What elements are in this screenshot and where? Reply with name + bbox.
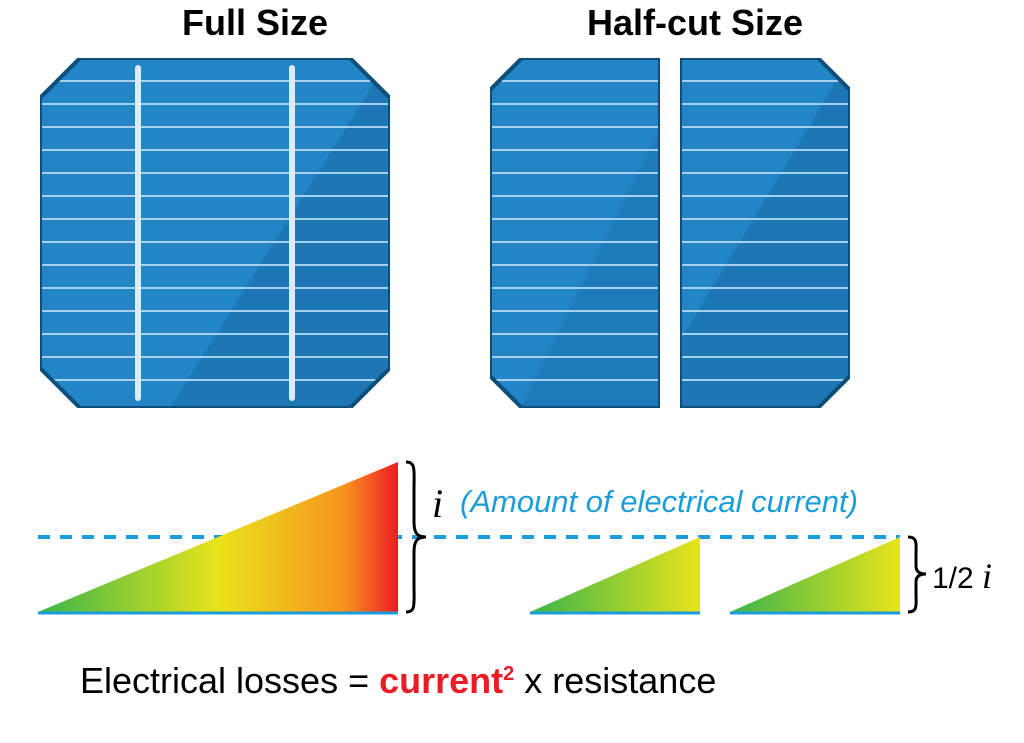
label-i-half: 1/2 i	[932, 555, 992, 597]
annotation-current: (Amount of electrical current)	[460, 484, 858, 520]
current-diagram	[0, 0, 1024, 743]
brace-half-i	[908, 537, 926, 612]
half-current-triangle-2	[730, 537, 900, 612]
label-i-full: i	[432, 480, 443, 527]
half-current-triangle-1	[530, 537, 700, 612]
formula-losses: Electrical losses = current2 x resistanc…	[80, 660, 716, 702]
